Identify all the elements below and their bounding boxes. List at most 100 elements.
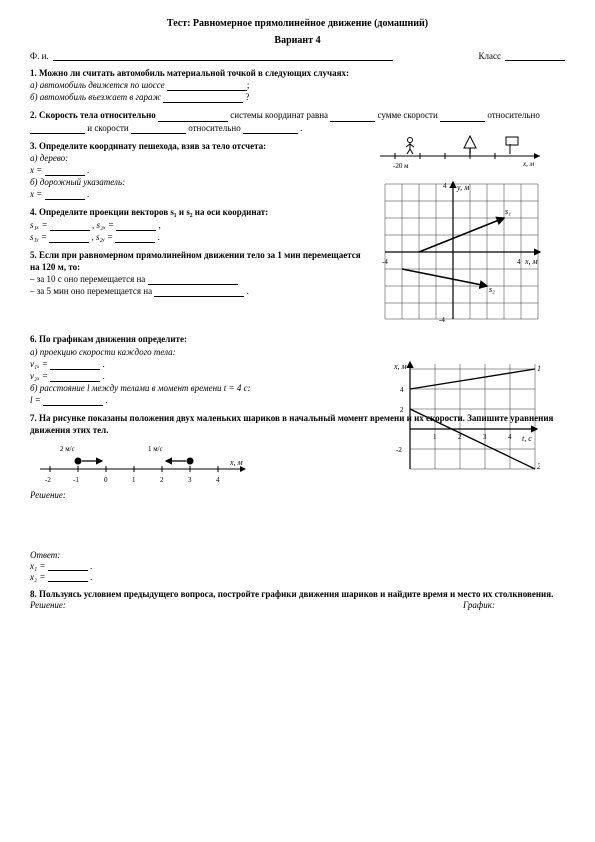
q1-b-blank[interactable] [163, 92, 243, 103]
q3-xb-blank[interactable] [45, 189, 85, 200]
q4-r2c: . [158, 232, 160, 242]
d3-y4: 4 [400, 386, 404, 394]
d4-xlabel: x, м [229, 458, 243, 467]
d2-xt0: -4 [382, 258, 388, 266]
q2-p5: и скорости [87, 123, 128, 133]
q6-l-blank[interactable] [43, 395, 103, 406]
q4-text: 4. Определите проекции векторов s₁ и s₂ … [30, 207, 268, 217]
q6-dot3: . [105, 395, 107, 405]
q8-sol: Решение: [30, 600, 66, 610]
q6-text: 6. По графикам движения определите: [30, 334, 187, 344]
q5-text: 5. Если при равномерном прямолинейном дв… [30, 250, 361, 272]
q3-b: б) дорожный указатель: [30, 176, 370, 188]
d3-ylabel: x, м [393, 362, 407, 371]
q6-l: l = [30, 395, 41, 405]
q4-r1a: s₁ₓ = [30, 220, 48, 230]
diag2: y, м x, м -4 4 4 -4 s₁ s₂ [375, 174, 550, 329]
q1: 1. Можно ли считать автомобиль материаль… [30, 67, 565, 103]
d2-xlabel: x, м [524, 257, 538, 266]
page-title: Тест: Равномерное прямолинейное движение… [30, 18, 565, 29]
q3-xa-blank[interactable] [45, 165, 85, 176]
q6-v1: v₁ₓ = [30, 359, 48, 369]
q4-b1[interactable] [50, 220, 90, 231]
q6-b: б) расстояние l между телами в момент вр… [30, 382, 370, 394]
q1-a-blank[interactable] [167, 80, 247, 91]
class-label: Класс [479, 51, 501, 61]
q4-r1c: , [159, 220, 161, 230]
variant-label: Вариант 4 [30, 35, 565, 46]
q7-x2: x₂ = [30, 572, 45, 582]
q4-r2a: s₁ᵧ = [30, 232, 47, 242]
d4-t1: -1 [73, 476, 79, 484]
q1-qm: ? [245, 92, 249, 102]
d4-t6: 4 [216, 476, 220, 484]
d2-s1: s₁ [505, 207, 511, 216]
q4-b3[interactable] [49, 232, 89, 243]
q8: 8. Пользуясь условием предыдущего вопрос… [30, 588, 565, 600]
d4-v1: 2 м/с [60, 445, 75, 453]
q2-b1[interactable] [158, 111, 228, 122]
q2-b5[interactable] [131, 123, 186, 134]
q5-dot: . [247, 286, 249, 296]
d3-x3: 3 [483, 433, 487, 441]
q6: 6. По графикам движения определите: а) п… [30, 333, 370, 406]
d3-x4: 4 [508, 433, 512, 441]
q5-a-blank[interactable] [148, 274, 238, 285]
q2-b6[interactable] [243, 123, 298, 134]
q3-xa: x = [30, 165, 42, 175]
name-label: Ф. и. [30, 51, 49, 61]
q1-b: б) автомобиль въезжает в гараж [30, 92, 161, 102]
q2-p3: сумме скорости [378, 110, 438, 120]
q7-x2-blank[interactable] [48, 571, 88, 582]
q5-a: – за 10 с оно перемещается на [30, 274, 145, 284]
q7-c1: . [90, 561, 92, 571]
q7-ans: Ответ: [30, 550, 565, 560]
q8-text: 8. Пользуясь условием предыдущего вопрос… [30, 589, 553, 599]
d2-yt1: -4 [439, 316, 445, 324]
d3-y2: 2 [400, 406, 404, 414]
d4-t4: 2 [160, 476, 164, 484]
d4-t5: 3 [188, 476, 192, 484]
d3-ym2: -2 [396, 446, 402, 454]
d1-xlabel: x, м [522, 160, 535, 168]
class-blank[interactable] [505, 50, 565, 61]
q2-b3[interactable] [440, 111, 485, 122]
name-blank[interactable] [53, 50, 393, 61]
q3-dot2: . [87, 189, 89, 199]
q2-p4: относительно [487, 110, 540, 120]
q4-r1b: , s₂ₓ = [92, 220, 114, 230]
q6-a: а) проекцию скорости каждого тела: [30, 346, 370, 358]
q4-b2[interactable] [116, 220, 156, 231]
d3-l1: 1 [537, 364, 540, 373]
d3-x1: 1 [433, 433, 437, 441]
q3-dot1: . [87, 165, 89, 175]
q2-dot: . [300, 123, 302, 133]
d2-s2: s₂ [489, 285, 495, 294]
q5-b-blank[interactable] [154, 286, 244, 297]
d2-ylabel: y, м [456, 183, 469, 192]
q4-b4[interactable] [115, 232, 155, 243]
diag4: -2 -1 0 1 2 3 4 x, м 2 м/с 1 м/с [30, 441, 260, 486]
q6-dot2: . [103, 371, 105, 381]
q3-a: а) дерево: [30, 152, 370, 164]
q7-x1-blank[interactable] [48, 560, 88, 571]
q3: 3. Определите координату пешехода, взяв … [30, 140, 370, 201]
d1-tick0: -20 м [393, 162, 409, 170]
q2-p2: системы координат равна [230, 110, 328, 120]
q2-b4[interactable] [30, 123, 85, 134]
q4-r2b: , s₂ᵧ = [92, 232, 114, 242]
d4-v2: 1 м/с [148, 445, 163, 453]
d4-t0: -2 [45, 476, 51, 484]
q5-b: – за 5 мин оно перемещается на [30, 286, 152, 296]
q4: 4. Определите проекции векторов s₁ и s₂ … [30, 206, 370, 242]
q2-b2[interactable] [330, 111, 375, 122]
q6-v2-blank[interactable] [50, 371, 100, 382]
q6-v2: v₂ₓ = [30, 371, 48, 381]
q2: 2. Скорость тела относительно системы ко… [30, 109, 565, 133]
d2-xt1: 4 [517, 258, 521, 266]
q7-x1: x₁ = [30, 561, 45, 571]
q7-dot: . [90, 572, 92, 582]
d2-yt0: 4 [443, 182, 447, 190]
q6-v1-blank[interactable] [50, 359, 100, 370]
q7-sol: Решение: [30, 490, 565, 500]
